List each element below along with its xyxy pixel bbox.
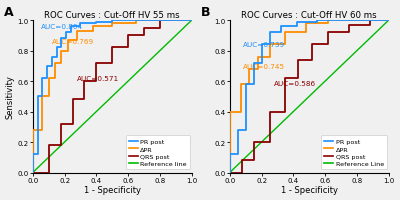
Text: A: A <box>4 6 14 19</box>
Text: AUC=0.571: AUC=0.571 <box>77 76 120 82</box>
Title: ROC Curves : Cut-Off HV 60 ms: ROC Curves : Cut-Off HV 60 ms <box>242 11 377 20</box>
Text: B: B <box>201 6 211 19</box>
Title: ROC Curves : Cut-Off HV 55 ms: ROC Curves : Cut-Off HV 55 ms <box>44 11 180 20</box>
Text: AUC=0.745: AUC=0.745 <box>242 64 285 69</box>
Text: AUC=0.586: AUC=0.586 <box>274 80 316 86</box>
Legend: PR post, ΔPR, QRS post, Reference Line: PR post, ΔPR, QRS post, Reference Line <box>321 136 387 169</box>
Text: AUC=0.769: AUC=0.769 <box>52 39 94 45</box>
X-axis label: 1 - Specificity: 1 - Specificity <box>84 186 141 194</box>
Text: AUC=0.804: AUC=0.804 <box>41 24 83 30</box>
Y-axis label: Sensitivity: Sensitivity <box>6 75 14 119</box>
Legend: PR post, ΔPR, QRS post, Reference line: PR post, ΔPR, QRS post, Reference line <box>126 136 190 169</box>
X-axis label: 1 - Specificity: 1 - Specificity <box>281 186 338 194</box>
Text: AUC=0.739: AUC=0.739 <box>242 42 285 48</box>
